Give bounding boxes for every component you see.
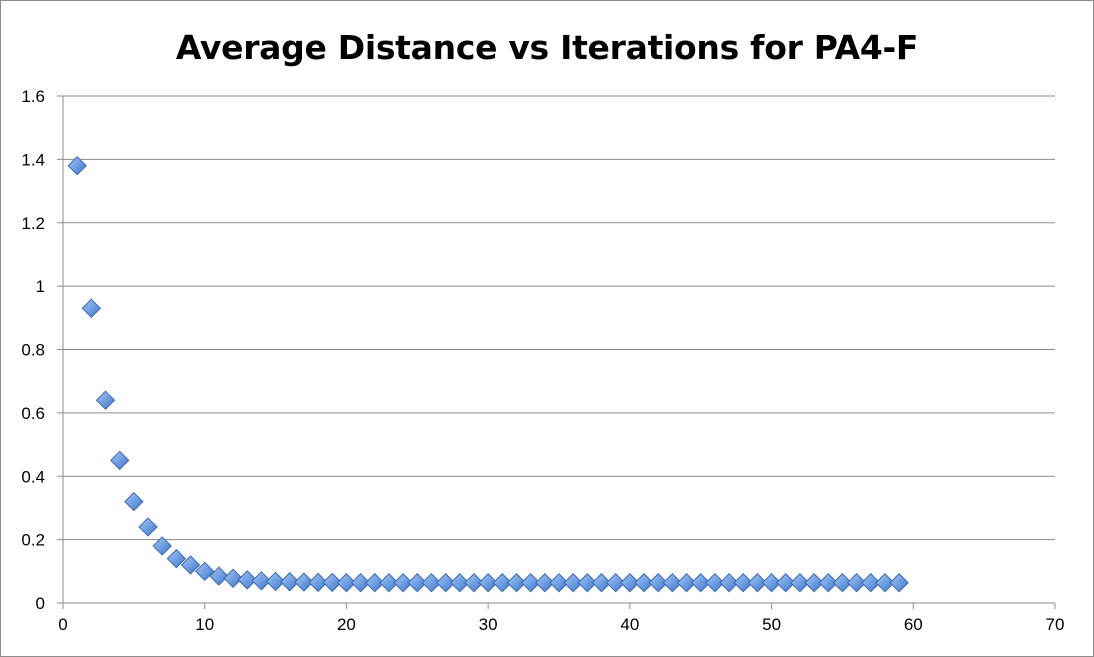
data-point [379, 573, 399, 593]
data-point [747, 573, 768, 593]
data-point [846, 573, 867, 593]
data-point [648, 573, 668, 593]
data-point [67, 156, 87, 176]
y-tick-label: 0 [36, 594, 45, 613]
data-point [662, 573, 683, 593]
x-tick-label: 40 [620, 615, 639, 634]
x-tick-label: 0 [58, 615, 67, 634]
data-point [464, 573, 484, 593]
data-point [138, 517, 158, 537]
data-point [95, 390, 116, 410]
y-tick-label: 1.4 [21, 150, 45, 169]
data-point [280, 572, 300, 592]
data-point [421, 573, 442, 593]
data-point [393, 573, 413, 593]
data-point [535, 573, 555, 593]
data-point [109, 450, 130, 471]
data-point [818, 573, 838, 593]
data-point [407, 573, 427, 593]
data-point [577, 573, 598, 593]
data-point [733, 573, 753, 593]
data-point [506, 573, 527, 593]
data-point [492, 573, 513, 593]
data-point [676, 573, 697, 593]
x-tick-label: 20 [337, 615, 356, 634]
data-point [790, 573, 810, 593]
data-point [81, 298, 102, 319]
data-point [209, 566, 229, 586]
chart-title: Average Distance vs Iterations for PA4-F [175, 28, 919, 67]
x-tick-label: 70 [1046, 615, 1065, 634]
data-point [478, 573, 498, 593]
data-point [761, 573, 782, 593]
axes [57, 95, 1056, 609]
x-tick-label: 50 [762, 615, 781, 634]
gridlines [63, 95, 1055, 541]
data-point [804, 573, 824, 593]
data-point [251, 571, 272, 591]
data-point [591, 573, 612, 593]
data-point [265, 571, 286, 592]
data-point [549, 573, 569, 593]
data-point [620, 573, 640, 593]
y-tick-label: 1 [36, 277, 45, 296]
y-tick-label: 0.6 [21, 404, 45, 423]
data-point [322, 572, 342, 593]
data-point [124, 491, 144, 512]
x-tick-label: 60 [904, 615, 923, 634]
x-tick-label: 30 [479, 615, 498, 634]
data-point [237, 570, 257, 590]
data-point [520, 573, 541, 593]
x-tick-label: 10 [195, 615, 214, 634]
data-point [705, 573, 725, 593]
data-point [563, 573, 583, 593]
data-point [832, 573, 853, 593]
data-point [308, 572, 328, 593]
y-tick-label: 1.6 [21, 87, 45, 106]
data-point [719, 573, 739, 593]
data-points [67, 156, 909, 593]
y-tick-label: 0.8 [21, 341, 45, 360]
data-point [861, 573, 881, 593]
data-point [435, 573, 456, 593]
y-tick-label: 0.4 [21, 467, 45, 486]
y-tick-label: 0.2 [21, 531, 45, 550]
data-point [365, 573, 385, 593]
data-point [336, 573, 357, 593]
data-point [691, 573, 711, 593]
data-point [889, 573, 909, 593]
tick-labels: 0 0.2 0.4 0.6 0.8 1 1.2 1.4 1.6 0 10 20 30 40 50 60 70 [21, 87, 1064, 634]
data-point [875, 573, 895, 593]
data-point [634, 573, 654, 593]
data-point [294, 572, 314, 592]
y-tick-label: 1.2 [21, 214, 45, 233]
data-point [180, 555, 201, 575]
data-point [450, 573, 470, 593]
data-point [223, 568, 243, 588]
data-point [350, 573, 371, 593]
data-point [166, 548, 187, 569]
data-point [605, 573, 626, 593]
data-point [195, 561, 215, 582]
data-point [776, 573, 796, 593]
data-point [152, 536, 172, 556]
